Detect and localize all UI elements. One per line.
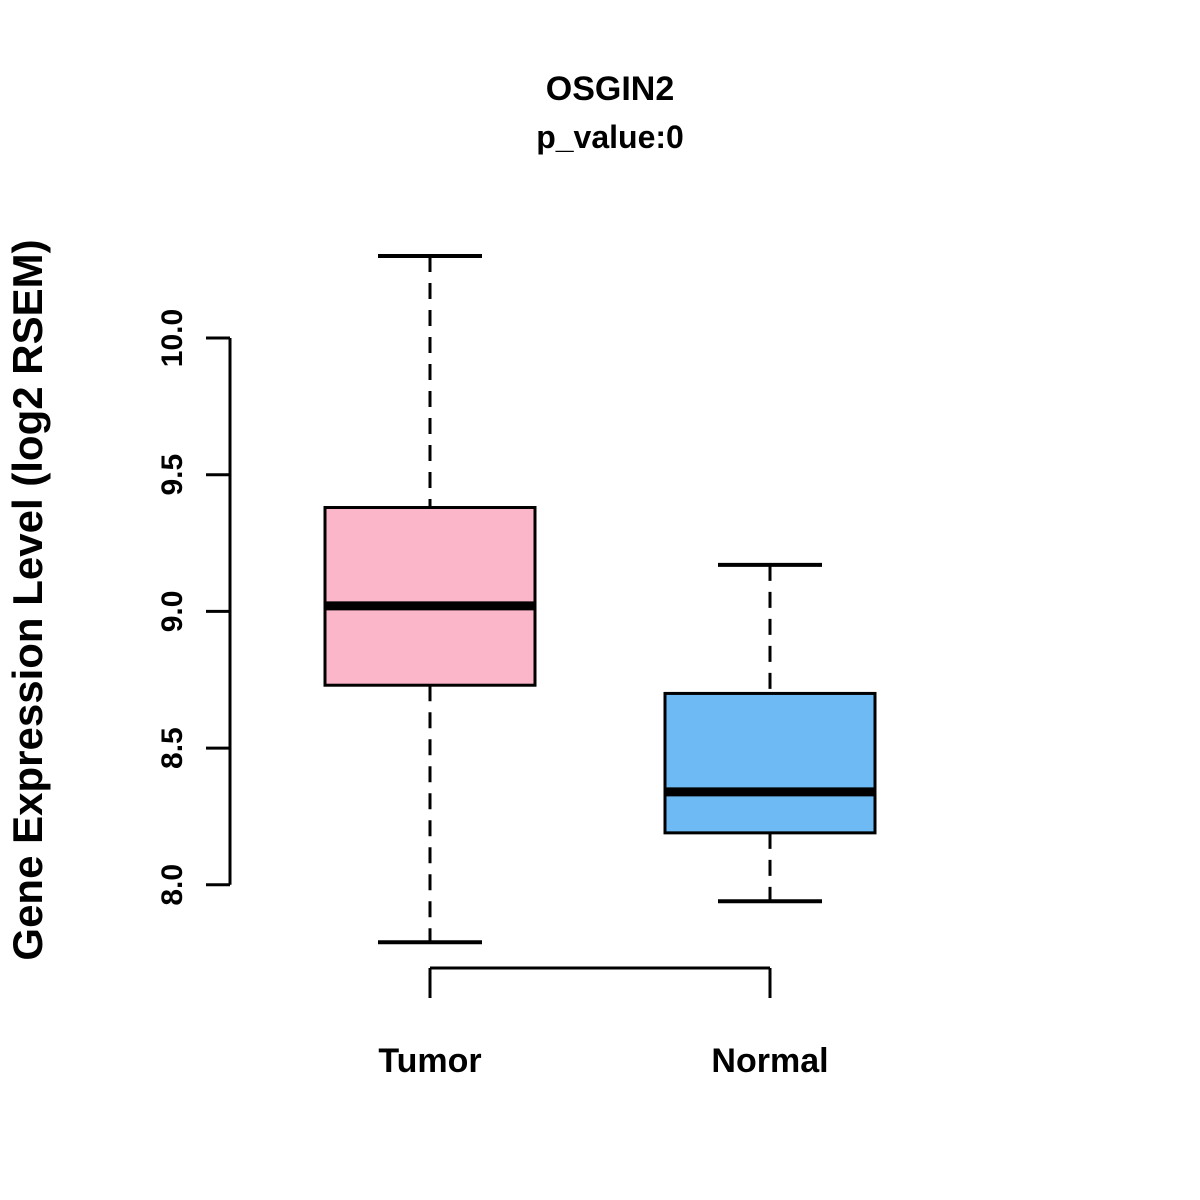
y-axis-tick-label: 9.5	[156, 454, 189, 496]
chart-subtitle: p_value:0	[536, 119, 684, 155]
tumor-category-label: Tumor	[378, 1042, 481, 1080]
y-axis-tick-label: 8.5	[156, 727, 189, 769]
y-axis-label: Gene Expression Level (log2 RSEM)	[4, 239, 51, 960]
y-axis-tick-label: 8.0	[156, 864, 189, 906]
tumor-box	[323, 506, 537, 687]
chart-title: OSGIN2	[546, 70, 674, 108]
normal-category-label: Normal	[711, 1042, 828, 1080]
y-axis-tick-label: 9.0	[156, 591, 189, 633]
normal-box	[663, 691, 877, 835]
y-axis-tick-label: 10.0	[156, 309, 189, 367]
plot-dynamic-layer: 8.0 8.5 9.0 9.5 10.0 Tumor Normal	[156, 253, 877, 1080]
